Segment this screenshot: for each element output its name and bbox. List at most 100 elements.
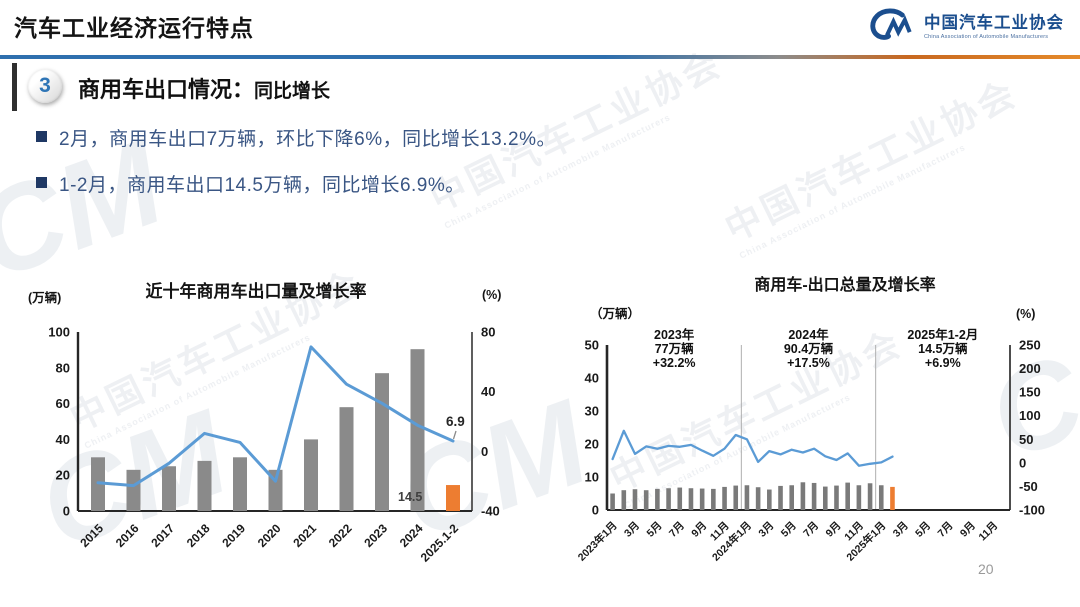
right-axis-tick-label: -40: [481, 504, 500, 519]
export-volume-bar: [610, 493, 615, 510]
export-volume-bar: [375, 373, 389, 511]
bullet-square-icon: [36, 177, 47, 188]
monthly-exports-chart-svg: 0 10 20 30 40 50 -100 -50 0 50 100 150 200 250 2023年1月…: [575, 327, 1045, 564]
x-axis-tick-label: 5月: [644, 520, 664, 540]
right-axis-tick-label: 80: [481, 325, 495, 340]
x-axis-tick-label: 2017: [148, 521, 177, 550]
section-title-sub: 同比增长: [254, 81, 331, 102]
volume-value-annotation: 14.5: [398, 490, 422, 504]
x-axis-tick-label: 2023年1月: [575, 519, 620, 564]
export-volume-bar: [733, 485, 739, 510]
right-axis-tick-label: 0: [1019, 455, 1026, 470]
x-axis-tick-label: 2019: [219, 521, 248, 550]
export-volume-bar: [811, 482, 817, 510]
x-axis-tick-label: 7月: [667, 520, 687, 540]
annual-exports-chart-svg: 0 20 40 60 80 100 -40 0 40 80 2015 2016 2017 2018 2019…: [48, 325, 500, 565]
export-volume-bar: [755, 487, 761, 510]
x-axis-tick-label: 3月: [756, 520, 776, 540]
left-axis-tick-label: 40: [56, 432, 70, 447]
x-axis-tick-label: 5月: [913, 520, 933, 540]
year-summary-annotation: 2025年1-2月: [907, 327, 978, 342]
right-axis-tick-label: 40: [481, 384, 495, 399]
section-title-main: 商用车出口情况：: [78, 77, 255, 102]
list-item: 1-2月，商用车出口14.5万辆，同比增长6.9%。: [36, 170, 556, 197]
annotation-leader-line: [452, 430, 457, 440]
right-axis-unit-label: (%): [1016, 307, 1036, 321]
left-axis-tick-label: 10: [585, 470, 599, 485]
right-axis-tick-label: -50: [1019, 479, 1038, 494]
right-axis-tick-label: 200: [1019, 361, 1041, 376]
caam-logo: 中国汽车工业协会 China Association of Automobile…: [865, 7, 1064, 41]
export-volume-bar: [162, 466, 176, 511]
export-volume-bar: [666, 488, 671, 510]
year-summary-annotation: +6.9%: [925, 356, 961, 370]
bullet-text: 1-2月，商用车出口14.5万辆，同比增长6.9%。: [59, 175, 465, 196]
left-axis-tick-label: 20: [56, 468, 70, 483]
bullet-square-icon: [36, 131, 47, 142]
right-axis-tick-label: 50: [1019, 432, 1033, 447]
right-axis-tick-label: 250: [1019, 338, 1041, 353]
export-volume-bar: [767, 489, 772, 510]
watermark: 中国汽车工业协会 China Association of Automobile…: [718, 71, 1025, 261]
right-axis-unit-label: (%): [482, 288, 502, 302]
x-axis-tick-label: 9月: [689, 520, 709, 540]
left-axis-tick-label: 60: [56, 396, 70, 411]
x-axis-tick-label: 9月: [958, 520, 978, 540]
growth-rate-line: [96, 345, 455, 488]
left-axis-tick-label: 40: [585, 371, 599, 386]
export-volume-bar: [890, 486, 895, 510]
right-axis-tick-label: 150: [1019, 385, 1041, 400]
export-volume-bar: [677, 487, 683, 510]
growth-value-annotation: 6.9: [446, 414, 465, 429]
export-volume-bar: [643, 490, 649, 510]
year-summary-annotation: 2023年: [654, 327, 695, 342]
export-volume-bar: [632, 489, 638, 510]
export-volume-bar: [867, 483, 873, 510]
year-summary-annotation: 14.5万辆: [918, 341, 968, 356]
export-volume-bar: [339, 407, 354, 511]
export-volume-bar: [800, 482, 806, 510]
x-axis-tick-label: 5月: [779, 520, 799, 540]
year-summary-annotation: +32.2%: [653, 356, 696, 370]
x-axis-tick-label: 2020: [255, 521, 284, 550]
list-item: 2月，商用车出口7万辆，环比下降6%，同比增长13.2%。: [36, 124, 556, 151]
export-volume-bar: [822, 486, 828, 510]
left-axis-tick-label: 50: [585, 338, 599, 353]
x-axis-tick-label: 2025.1-2: [418, 521, 462, 565]
growth-rate-line: [611, 429, 894, 467]
x-axis-tick-label: 11月: [977, 520, 1001, 544]
x-axis-tick-label: 7月: [936, 520, 956, 540]
right-axis-tick-label: 0: [481, 444, 488, 459]
x-axis-tick-label: 9月: [824, 520, 844, 540]
x-axis-tick-label: 2022: [326, 521, 355, 550]
x-axis-tick-label: 2023: [361, 521, 390, 550]
year-summary-annotation: +17.5%: [787, 356, 830, 370]
right-axis-tick-label: -100: [1019, 503, 1045, 518]
right-axis-tick-label: 100: [1019, 408, 1041, 423]
export-volume-bar: [621, 490, 627, 510]
bullet-text: 2月，商用车出口7万辆，环比下降6%，同比增长13.2%。: [59, 129, 556, 150]
year-summary-annotation: 90.4万辆: [784, 341, 834, 356]
export-volume-bar: [126, 469, 141, 511]
section-title: 商用车出口情况：同比增长: [78, 72, 330, 104]
export-volume-bar: [268, 469, 283, 511]
caam-logo-name-en: China Association of Automobile Manufact…: [924, 33, 1049, 40]
caam-logo-name-cn: 中国汽车工业协会: [924, 13, 1064, 32]
left-axis-unit-label: (万辆): [28, 291, 62, 305]
export-volume-bar: [688, 488, 694, 510]
chart-monthly-exports: 商用车-出口总量及增长率 （万辆） (%) 0 10 20 30 40 50 -100 -50…: [560, 265, 1080, 595]
section-accent-bar: [12, 63, 17, 111]
left-axis-tick-label: 0: [63, 504, 70, 519]
export-volume-bar: [878, 485, 884, 510]
x-axis-tick-label: 2016: [113, 521, 142, 550]
x-axis-tick-label: 2024: [397, 521, 426, 550]
left-axis-tick-label: 100: [48, 325, 70, 340]
year-summary-annotation: 77万辆: [655, 341, 694, 356]
export-volume-bar: [856, 485, 862, 510]
year-summary-annotation: 2024年: [788, 327, 829, 342]
page-title: 汽车工业经济运行特点: [14, 15, 254, 41]
left-axis-tick-label: 20: [585, 437, 599, 452]
export-volume-bar: [410, 349, 425, 511]
left-axis-unit-label: （万辆）: [590, 307, 641, 321]
